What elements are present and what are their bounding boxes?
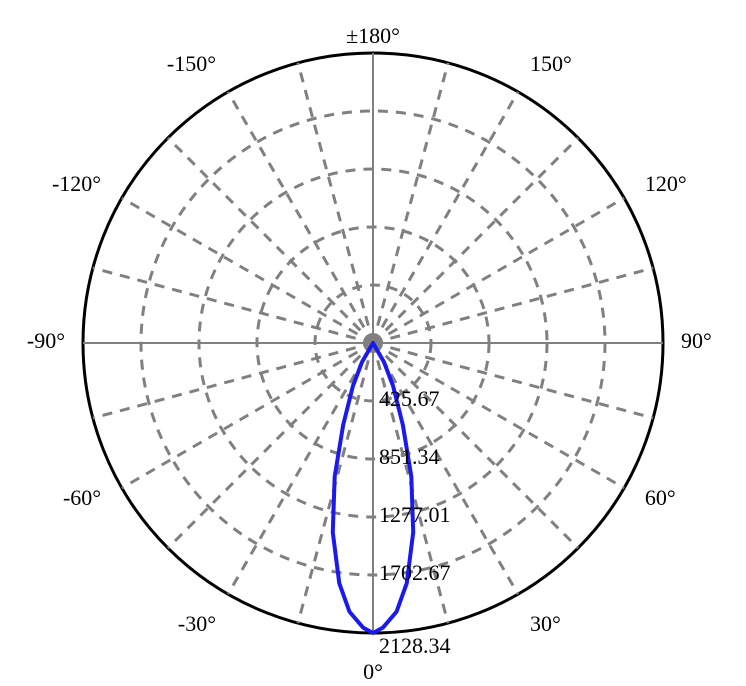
grid-spoke: [93, 343, 373, 418]
radial-tick-label: 1277.01: [379, 502, 451, 527]
angle-tick-label: ±180°: [346, 23, 400, 48]
grid-spoke: [168, 343, 373, 548]
grid-spoke: [122, 198, 373, 343]
angle-tick-label: -60°: [63, 485, 101, 510]
grid-spoke: [228, 343, 373, 594]
angle-tick-label: 60°: [645, 485, 676, 510]
grid-spoke: [93, 268, 373, 343]
grid-spoke: [298, 63, 373, 343]
grid-spoke: [373, 92, 518, 343]
angle-tick-label: -30°: [178, 611, 216, 636]
angle-tick-label: 30°: [530, 611, 561, 636]
angle-tick-label: 120°: [645, 171, 687, 196]
radial-tick-label: 2128.34: [379, 633, 451, 658]
radial-tick-label: 425.67: [379, 386, 440, 411]
angle-tick-label: 150°: [530, 51, 572, 76]
radial-tick-label: 1702.67: [379, 560, 451, 585]
grid-spoke: [373, 198, 624, 343]
grid-spoke: [373, 63, 448, 343]
grid-spoke: [228, 92, 373, 343]
angle-tick-label: -90°: [27, 328, 65, 353]
angle-tick-label: 90°: [681, 328, 712, 353]
angle-tick-label: -150°: [167, 51, 216, 76]
grid-spoke: [373, 138, 578, 343]
angle-tick-label: 0°: [363, 659, 383, 684]
grid-spoke: [168, 138, 373, 343]
radial-tick-label: 851.34: [379, 444, 440, 469]
angle-tick-label: -120°: [52, 171, 101, 196]
grid-spoke: [373, 268, 653, 343]
